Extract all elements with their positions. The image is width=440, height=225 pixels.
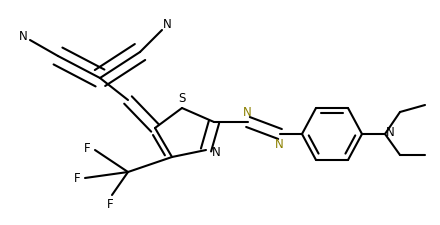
Text: F: F — [73, 171, 81, 184]
Text: N: N — [163, 18, 171, 31]
Text: N: N — [275, 137, 283, 151]
Text: F: F — [106, 198, 114, 211]
Text: N: N — [242, 106, 251, 119]
Text: S: S — [178, 92, 186, 106]
Text: F: F — [84, 142, 90, 155]
Text: N: N — [385, 126, 394, 140]
Text: N: N — [18, 29, 27, 43]
Text: N: N — [212, 146, 220, 160]
